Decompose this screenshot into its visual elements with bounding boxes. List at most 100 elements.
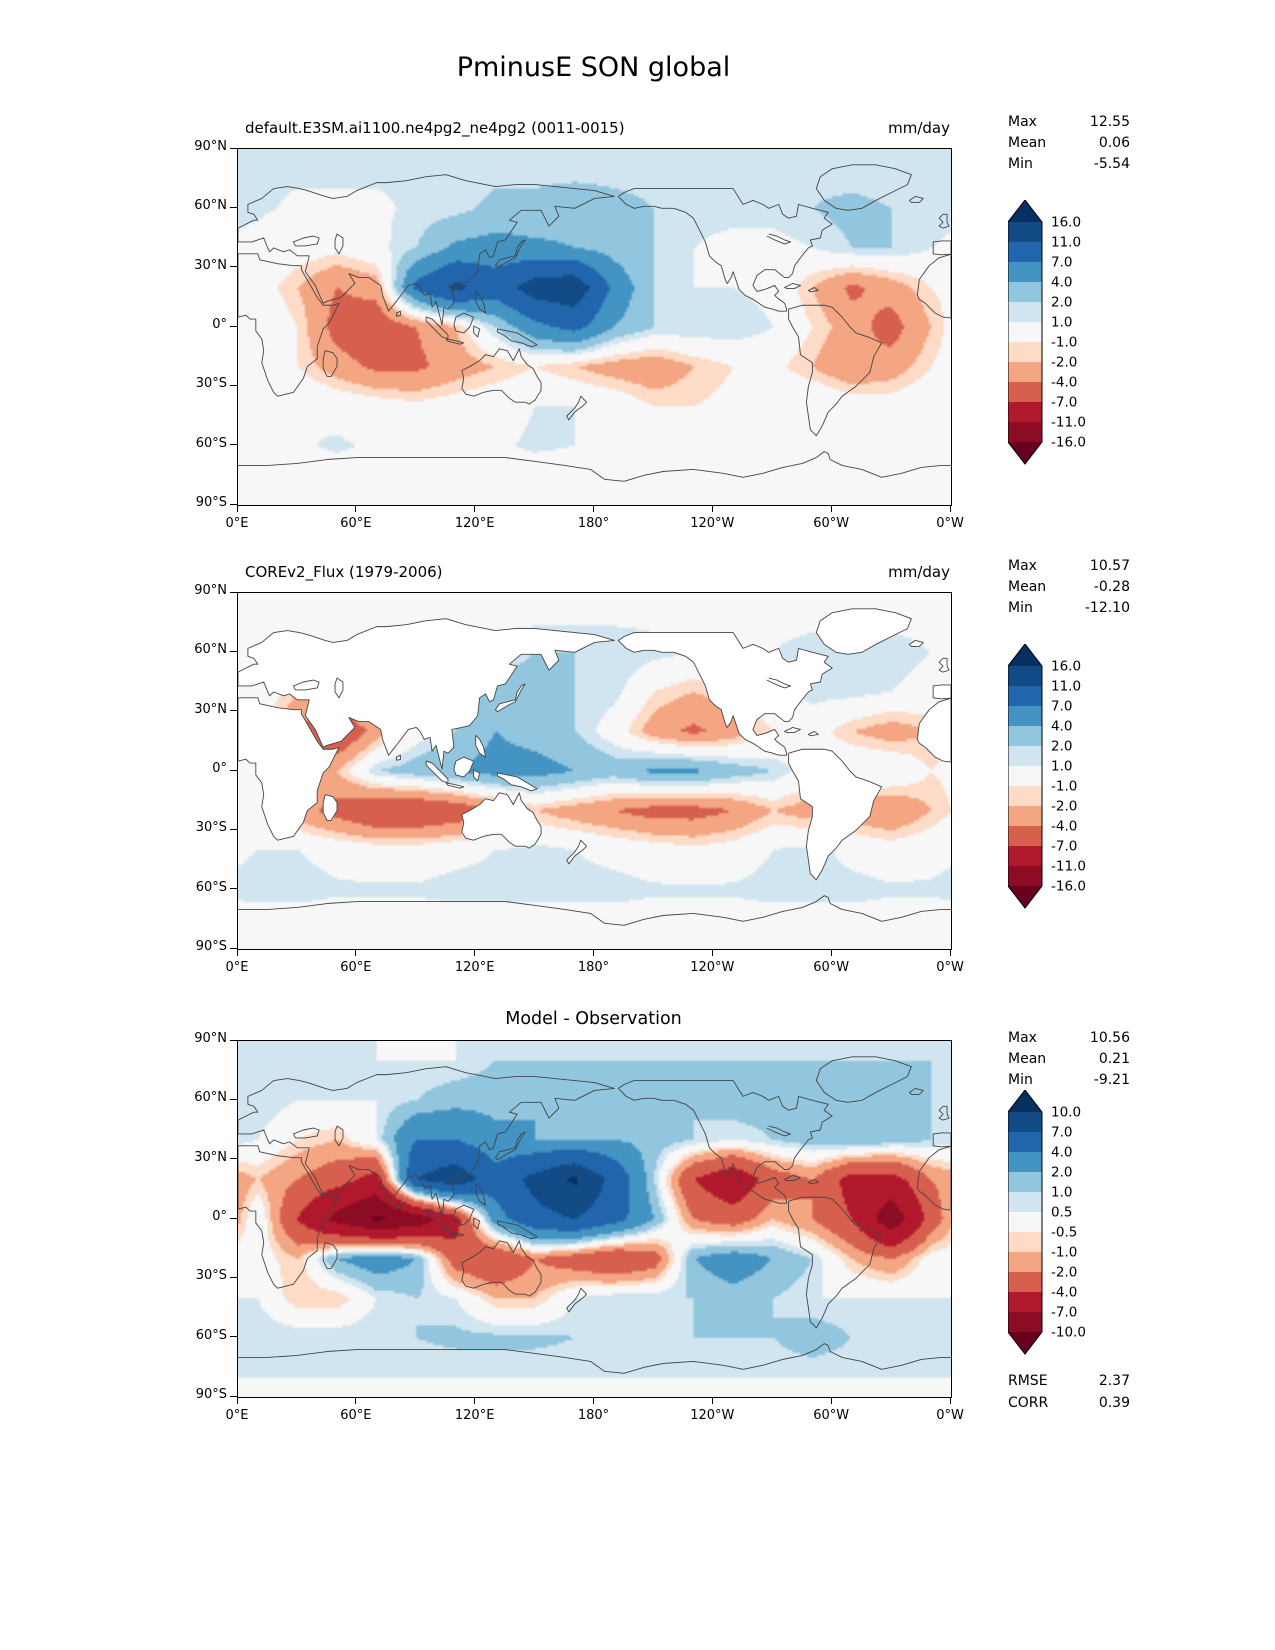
colorbar-tick-label: -0.5 [1051, 1225, 1077, 1241]
lat-tick-label: 60°N [194, 642, 227, 658]
lat-tick [230, 888, 237, 890]
stat-row: Min -5.54 [1008, 154, 1130, 175]
lon-tick [236, 505, 238, 512]
lat-tick-label: 60°N [194, 198, 227, 214]
lon-tick-label: 0°W [936, 960, 964, 975]
colorbar-tick-label: 11.0 [1051, 235, 1081, 251]
colorbar-tick-label: 7.0 [1051, 699, 1072, 715]
lat-tick-label: 30°N [194, 701, 227, 717]
colorbar-tick-label: -7.0 [1051, 1305, 1077, 1321]
lon-tick [711, 949, 713, 956]
stat-label: Min [1008, 600, 1033, 616]
lat-tick [230, 1395, 237, 1397]
heatmap-canvas-model [238, 149, 951, 505]
lat-tick-label: 90°S [195, 1387, 227, 1402]
lon-tick [949, 949, 951, 956]
metric-row: CORR 0.39 [1008, 1392, 1130, 1414]
map-difference [237, 1040, 952, 1398]
lon-tick-label: 180° [577, 1408, 610, 1423]
heatmap-canvas-difference [238, 1041, 951, 1397]
lat-tick-label: 90°S [195, 495, 227, 510]
stat-label: Min [1008, 1072, 1033, 1088]
lat-tick-label: 60°S [195, 879, 227, 895]
colorbar-tick-label: -16.0 [1051, 879, 1086, 895]
stat-value: -9.21 [1093, 1072, 1130, 1088]
colorbar-tick-label: 16.0 [1051, 659, 1081, 675]
lon-tick-label: 180° [577, 960, 610, 975]
lon-tick-label: 60°W [813, 1408, 850, 1423]
lat-tick-label: 0° [212, 1209, 227, 1224]
lat-tick-label: 90°N [194, 583, 227, 598]
lon-tick [711, 505, 713, 512]
lon-tick-label: 0°E [225, 1408, 249, 1423]
stat-value: -5.54 [1093, 156, 1130, 172]
coastline-svg [238, 149, 951, 505]
lon-tick-label: 60°E [340, 1408, 372, 1423]
stat-row: Min -12.10 [1008, 598, 1130, 619]
colorbar-svg: 10.0 7.0 4.0 2.0 1.0 0.5 -0.5 -1.0 -2.0 -4.0 -7.0 -… [1007, 1089, 1086, 1355]
panel-model-title: default.E3SM.ai1100.ne4pg2_ne4pg2 (0011-… [245, 119, 625, 137]
lat-tick [230, 1217, 237, 1219]
lat-tick [230, 650, 237, 652]
lat-tick [230, 591, 237, 593]
stat-label: Min [1008, 156, 1033, 172]
lon-tick-label: 120°W [690, 1408, 735, 1423]
lon-tick [593, 505, 594, 512]
stats-block-observation: Max 10.57 Mean -0.28 Min -12.10 [1008, 556, 1130, 619]
lon-tick-label: 180° [577, 516, 610, 531]
colorbar-tick-label: -2.0 [1051, 1265, 1077, 1281]
lat-tick-label: 60°S [195, 1327, 227, 1343]
lat-tick-label: 30°N [194, 1149, 227, 1165]
stat-row: Mean -0.28 [1008, 577, 1130, 598]
lat-tick [230, 828, 237, 830]
colorbar-model: 16.0 11.0 7.0 4.0 2.0 1.0 -1.0 -2.0 -4.0 -7.0 -11.… [1007, 199, 1118, 476]
colorbar-svg: 16.0 11.0 7.0 4.0 2.0 1.0 -1.0 -2.0 -4.0 -7.0 -11.… [1007, 643, 1086, 909]
colorbar-observation: 16.0 11.0 7.0 4.0 2.0 1.0 -1.0 -2.0 -4.0 -7.0 -11.… [1007, 643, 1118, 920]
lon-tick-label: 0°W [936, 1408, 964, 1423]
stat-value: 0.21 [1098, 1051, 1130, 1067]
colorbar-tick-label: 1.0 [1051, 1185, 1072, 1201]
lon-tick [355, 1397, 357, 1404]
coastline-svg [238, 593, 951, 949]
stat-row: Mean 0.06 [1008, 133, 1130, 154]
stat-label: Max [1008, 1030, 1037, 1046]
coastlines-overlay-model [238, 149, 951, 505]
stat-value: -12.10 [1084, 600, 1130, 616]
colorbar-tick-label: 16.0 [1051, 215, 1081, 231]
colorbar-tick-label: 2.0 [1051, 739, 1072, 755]
lon-tick [474, 505, 476, 512]
metric-value: 0.39 [1098, 1395, 1130, 1411]
lat-tick-label: 90°N [194, 1031, 227, 1046]
lon-tick [593, 949, 594, 956]
colorbar-tick-label: 7.0 [1051, 255, 1072, 271]
lon-tick [830, 949, 832, 956]
lat-tick [230, 947, 237, 949]
colorbar-tick-label: -4.0 [1051, 375, 1077, 391]
stats-block-model: Max 12.55 Mean 0.06 Min -5.54 [1008, 112, 1130, 175]
lon-tick [949, 505, 951, 512]
stat-row: Max 12.55 [1008, 112, 1130, 133]
stat-label: Max [1008, 114, 1037, 130]
colorbar-tick-label: -11.0 [1051, 859, 1086, 875]
colorbar-tick-label: 11.0 [1051, 679, 1081, 695]
lon-tick [236, 1397, 238, 1404]
lat-tick [230, 1098, 237, 1100]
stat-row: Max 10.56 [1008, 1028, 1130, 1049]
colorbar-tick-label: 4.0 [1051, 275, 1072, 291]
stat-value: 12.55 [1089, 114, 1130, 130]
lat-tick-label: 30°S [195, 376, 227, 392]
colorbar-tick-label: -4.0 [1051, 819, 1077, 835]
colorbar-difference: 10.0 7.0 4.0 2.0 1.0 0.5 -0.5 -1.0 -2.0 -4.0 -7.0 -… [1007, 1089, 1118, 1366]
panel-obs-units: mm/day [888, 563, 950, 581]
lon-tick [593, 1397, 594, 1404]
lon-tick-label: 120°W [690, 960, 735, 975]
lat-tick [230, 503, 237, 505]
lat-tick [230, 1276, 237, 1278]
stat-row: Mean 0.21 [1008, 1049, 1130, 1070]
colorbar-tick-label: -2.0 [1051, 355, 1077, 371]
colorbar-tick-label: 4.0 [1051, 1145, 1072, 1161]
